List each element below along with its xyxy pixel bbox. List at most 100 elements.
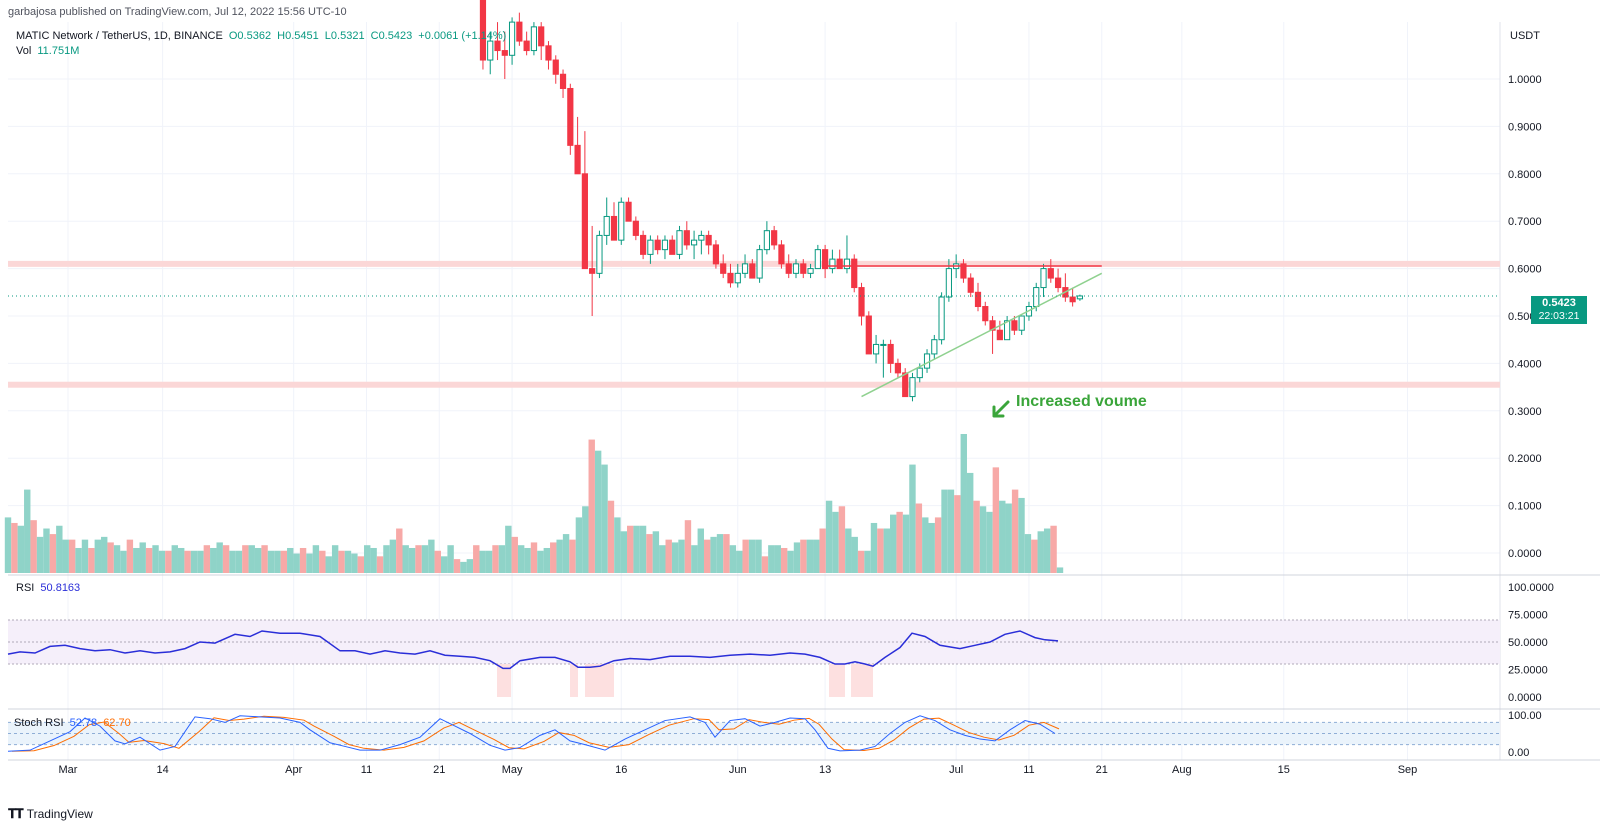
candle-body [581,173,588,270]
volume-bar [691,545,698,573]
volume-bar [934,517,942,573]
volume-bar [210,547,217,573]
candle-body [894,362,902,374]
price-tick-label: 0.3000 [1508,406,1542,418]
volume-bar [819,528,826,573]
candle-body [494,40,501,52]
volume-bar [267,550,275,573]
volume-bar [319,550,326,573]
volume-bar [113,545,121,573]
rsi-tick-label: 50.0000 [1508,637,1548,649]
rsi-oversold-zone [585,664,614,697]
candle-body [1069,296,1076,303]
volume-bar [588,439,595,573]
volume-bar [652,531,660,573]
volume-bar [999,500,1006,573]
volume-bar [152,545,159,573]
published-by: garbajosa published on TradingView.com, … [8,6,347,18]
candle-body [909,377,916,398]
volume-bar [177,547,185,573]
volume-bar [94,539,102,573]
volume-bar [774,545,781,573]
volume-bar [966,472,974,573]
candle-body [516,21,523,42]
footer-brand[interactable]: 𝐓𝐓 TradingView [8,806,93,822]
volume-bar [678,539,685,573]
volume-bar [511,536,518,573]
volume-bar [627,525,634,573]
volume-bar [973,500,980,573]
volume-bar [1005,503,1012,573]
volume-bar [543,547,551,573]
candle-body [967,277,974,293]
volume-bar [498,545,506,573]
candle-body [1011,320,1018,331]
volume-bar [49,534,57,573]
symbol-header: MATIC Network / TetherUS, 1D, BINANCE O0… [16,30,509,42]
candle-body [814,249,821,270]
volume-bar [524,547,531,573]
price-tick-label: 0.2000 [1508,453,1542,465]
candle-body [741,263,749,274]
candle-body [865,315,872,355]
volume-bar [633,525,640,573]
candle-body [530,26,538,52]
candle-body [858,287,865,317]
volume-bar [184,550,191,573]
volume-bar [254,547,262,573]
volume-bar [466,559,474,573]
price-tick-label: 0.9000 [1508,121,1542,133]
volume-bar [17,525,25,573]
volume-bar [216,542,223,573]
candle-body [720,263,727,274]
volume-bar [742,539,749,573]
candle-body [508,21,516,56]
volume-bar [11,522,18,573]
volume-bar [954,495,961,573]
volume-bar [306,553,313,573]
rsi-oversold-zone [829,664,845,697]
volume-bar [928,522,935,573]
volume-bar [453,559,461,573]
vol-label: Vol [16,45,32,57]
volume-bar [813,539,820,573]
x-tick-label: Jul [949,764,963,776]
price-tick-label: 1.0000 [1508,74,1542,86]
price-tick-label: 0.0000 [1508,548,1542,560]
volume-bar [890,514,897,573]
volume-bar [235,550,243,573]
volume-bar [684,520,692,573]
volume-bar [101,536,108,573]
rsi-tick-label: 25.0000 [1508,665,1548,677]
ohlc-close: C0.5423 [370,30,413,42]
last-price-tag: 0.5423 22:03:21 [1531,296,1587,324]
x-tick-label: Apr [285,764,302,776]
volume-bar [376,556,384,573]
volume-bar [1037,531,1044,573]
volume-bar [280,550,288,573]
volume-bar [646,534,653,573]
countdown: 22:03:21 [1538,310,1580,322]
volume-bar [357,556,365,573]
stoch-k-line [7,715,1056,752]
x-tick-label: 11 [1023,764,1034,776]
volume-bar [845,528,852,573]
symbol-name: MATIC Network / TetherUS, 1D, BINANCE [16,30,223,42]
candle-body [640,234,647,255]
volume-bar [800,539,807,573]
rsi-oversold-zone [851,664,873,697]
volume-bar [864,550,871,573]
volume-bar [710,536,717,573]
volume-bar [947,489,955,573]
candle-body [1054,277,1062,289]
candle-body [800,263,807,274]
volume-bar [825,500,833,573]
candle-body [538,26,545,47]
volume-bar [530,542,538,573]
volume-bar [133,547,140,573]
volume-bar [697,528,704,573]
volume-bar [870,522,878,573]
volume-bar [1011,489,1019,573]
x-tick-label: 16 [615,764,627,776]
